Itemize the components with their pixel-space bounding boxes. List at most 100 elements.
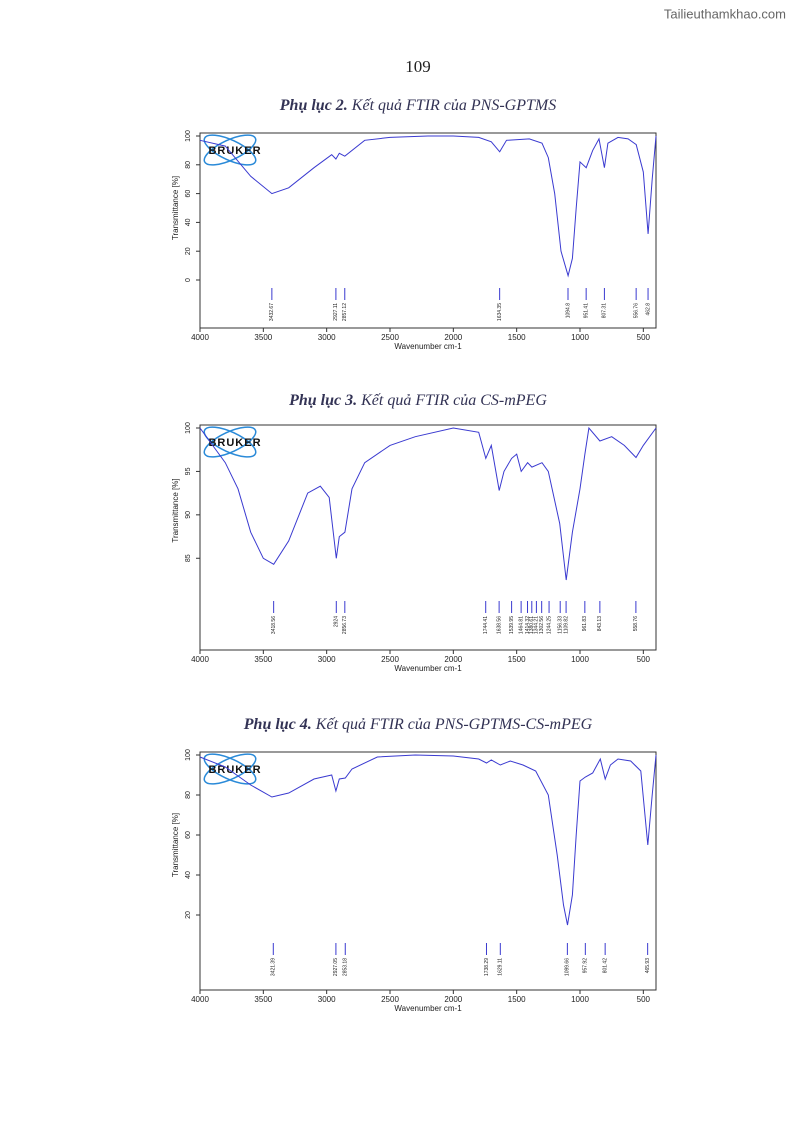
y-tick-label: 40 [185,871,192,879]
logo-orbit [203,426,257,458]
peak-label: 1380.61 [529,616,535,634]
peak-label: 2927.11 [333,303,339,321]
peak-label: 1109.82 [563,616,569,634]
peak-label: 957.92 [583,958,589,974]
y-tick-label: 80 [185,791,192,799]
peak-label: 1738.29 [484,958,490,976]
caption-label: Phụ lục 4. [243,716,312,733]
y-tick-label: 100 [185,422,192,434]
peak-label: 2927.05 [333,958,339,976]
peak-label: 961.83 [582,616,588,632]
peak-label: 1464.81 [518,616,524,634]
peak-label: 2853.18 [343,958,349,976]
logo-orbit [203,426,257,458]
peak-label: 1156.33 [558,616,564,634]
page-number: 109 [405,57,431,76]
y-tick-label: 100 [185,749,192,761]
x-tick-label: 4000 [191,995,209,1004]
y-tick-label: 40 [185,218,192,226]
peak-label: 1634.35 [497,303,503,321]
logo-text: BRUKER [208,437,261,449]
peak-label: 843.13 [597,616,603,632]
spectrum-line [199,754,657,926]
x-axis-label: Wavenumber cm-1 [394,1004,462,1013]
caption: Phụ lục 3. Kết quả FTIR của CS-mPEG [288,392,547,409]
x-tick-label: 3000 [318,995,336,1004]
plot-frame [199,424,657,651]
caption-label: Phụ lục 3. [288,392,357,409]
x-tick-label: 500 [637,333,651,342]
peak-label: 951.41 [583,303,589,319]
peak-label: 462.8 [645,303,651,316]
caption-label: Phụ lục 2. [279,97,348,114]
plot-frame [199,132,657,329]
x-tick-label: 1500 [508,655,526,664]
peak-label: 2857.12 [342,303,348,321]
y-tick-label: 60 [185,831,192,839]
x-tick-label: 1000 [571,995,589,1004]
caption: Phụ lục 4. Kết quả FTIR của PNS-GPTMS-CS… [243,716,593,733]
logo-text: BRUKER [208,145,261,157]
y-tick-label: 80 [185,161,192,169]
logo-orbit [203,753,257,785]
caption-title: Kết quả FTIR của PNS-GPTMS-CS-mPEG [315,716,593,733]
peak-label: 1638.56 [496,616,502,634]
chart: Phụ lục 3. Kết quả FTIR của CS-mPEG BRUKE… [171,392,657,673]
peak-label: 3432.67 [269,303,275,321]
x-axis-label: Wavenumber cm-1 [394,342,462,351]
x-tick-label: 2500 [381,655,399,664]
caption-title: Kết quả FTIR của CS-mPEG [360,392,547,409]
y-tick-label: 20 [185,911,192,919]
peak-label: 2856.73 [342,616,348,634]
y-tick-label: 95 [185,467,192,475]
peak-label: 1414.32 [525,616,531,634]
y-tick-label: 60 [185,190,192,198]
x-tick-label: 3000 [318,655,336,664]
peak-label: 801.42 [602,958,608,974]
peak-label: 2924 [334,616,340,627]
x-tick-label: 1000 [571,655,589,664]
x-tick-label: 1500 [508,995,526,1004]
x-tick-label: 1500 [508,333,526,342]
y-tick-label: 0 [185,278,192,282]
y-tick-label: 20 [185,247,192,255]
peak-label: 1094.8 [565,303,571,319]
y-axis-label: Transmittance [%] [171,813,180,877]
logo-orbit [203,134,257,166]
x-tick-label: 4000 [191,655,209,664]
x-tick-label: 3000 [318,333,336,342]
peak-label: 465.93 [645,958,651,974]
x-tick-label: 1000 [571,333,589,342]
spectrum-line [199,426,657,581]
x-tick-label: 2000 [444,655,462,664]
y-axis-label: Transmittance [%] [171,176,180,240]
peak-label: 1744.41 [483,616,489,634]
peak-label: 1302.56 [539,616,545,634]
peak-label: 556.76 [633,303,639,319]
peak-label: 1099.66 [565,958,571,976]
caption: Phụ lục 2. Kết quả FTIR của PNS-GPTMS [279,97,556,114]
watermark: Tailieuthamkhao.com [664,6,786,21]
x-tick-label: 2500 [381,995,399,1004]
x-tick-label: 4000 [191,333,209,342]
y-axis-label: Transmittance [%] [171,478,180,542]
x-tick-label: 2000 [444,333,462,342]
x-tick-label: 2000 [444,995,462,1004]
x-tick-label: 2500 [381,333,399,342]
y-tick-label: 90 [185,511,192,519]
peak-label: 1344.21 [534,616,540,634]
spectrum-line [199,135,657,278]
logo-orbit [203,753,257,785]
peak-label: 558.76 [633,616,639,632]
x-tick-label: 500 [637,655,651,664]
peak-label: 807.31 [602,303,608,319]
logo-text: BRUKER [208,764,261,776]
peak-label: 1244.25 [546,616,552,634]
x-tick-label: 3500 [254,655,272,664]
x-axis-label: Wavenumber cm-1 [394,664,462,673]
chart: Phụ lục 2. Kết quả FTIR của PNS-GPTMS BRU… [171,97,657,351]
x-tick-label: 500 [637,995,651,1004]
y-tick-label: 85 [185,554,192,562]
caption-title: Kết quả FTIR của PNS-GPTMS [351,97,556,114]
